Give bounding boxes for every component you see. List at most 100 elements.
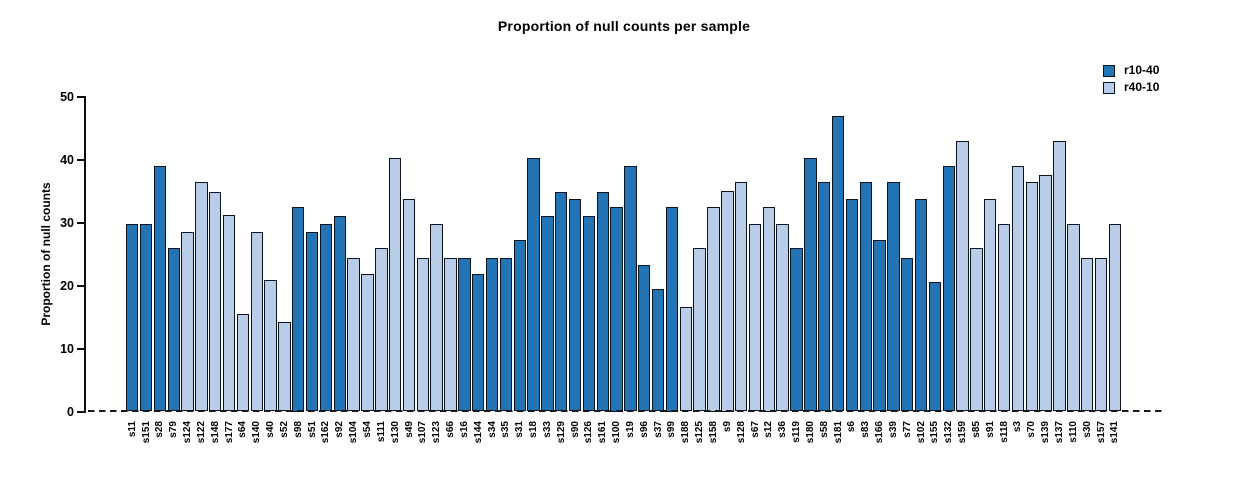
- x-axis-label: s91: [984, 421, 996, 438]
- x-axis-label: s102: [915, 421, 927, 444]
- x-axis-label: s67: [749, 421, 761, 438]
- x-axis-label: s110: [1067, 421, 1079, 443]
- bar: [278, 322, 291, 412]
- chart-title: Proportion of null counts per sample: [497, 18, 751, 34]
- bar: [499, 257, 513, 412]
- x-axis-label: s157: [1095, 421, 1107, 444]
- bar: [181, 231, 194, 412]
- bar: [638, 265, 651, 412]
- bar: [1080, 257, 1094, 412]
- x-axis-label: s77: [901, 421, 913, 438]
- x-axis-label: s180: [804, 421, 816, 444]
- bar: [997, 224, 1011, 412]
- bar: [914, 198, 928, 412]
- legend: r10-40 r40-10: [1103, 64, 1159, 98]
- x-axis-label: s31: [514, 421, 526, 438]
- bar: [582, 215, 596, 412]
- x-axis-label: s19: [624, 421, 636, 438]
- bar: [873, 240, 886, 412]
- x-axis-label: s34: [486, 421, 498, 438]
- bar: [859, 182, 872, 412]
- legend-label: r40-10: [1124, 80, 1160, 94]
- bar: [831, 116, 845, 412]
- bar: [236, 314, 250, 412]
- x-axis-label: s161: [597, 421, 609, 444]
- x-axis-label: s83: [860, 421, 872, 438]
- x-axis-label: s144: [472, 421, 484, 444]
- x-axis-label: s6: [846, 421, 858, 433]
- legend-swatch-icon: [1103, 64, 1115, 77]
- x-axis-label: s162: [320, 421, 332, 444]
- y-tick-mark: [77, 158, 85, 161]
- bar: [222, 214, 236, 412]
- bar: [679, 306, 692, 412]
- x-axis-label: s12: [763, 421, 775, 438]
- x-axis-label: s141: [1109, 421, 1121, 444]
- bar: [485, 257, 499, 412]
- y-tick-label: 40: [60, 152, 74, 167]
- bar: [1011, 166, 1025, 412]
- bar: [1025, 182, 1038, 412]
- x-axis-label: s125: [694, 421, 706, 444]
- x-axis-label: s140: [251, 421, 263, 444]
- bar: [555, 191, 568, 412]
- y-tick-mark: [77, 284, 85, 287]
- x-axis-label: s155: [929, 421, 941, 444]
- bar: [887, 182, 900, 412]
- bar: [970, 248, 983, 412]
- bar: [707, 206, 720, 412]
- bar: [444, 257, 457, 412]
- bar: [804, 158, 817, 412]
- bar: [762, 206, 776, 412]
- bar: [610, 206, 623, 412]
- x-axis-label: s3: [1012, 421, 1024, 433]
- x-axis-label: s37: [652, 421, 664, 438]
- bar: [651, 289, 665, 412]
- y-tick-mark: [77, 410, 85, 413]
- bar: [458, 257, 471, 412]
- x-axis-label: s35: [500, 421, 512, 438]
- y-tick-mark: [77, 95, 85, 98]
- x-axis-label: s122: [195, 421, 207, 444]
- x-axis-label: s96: [638, 421, 650, 438]
- x-axis-label: s28: [154, 421, 166, 438]
- bar: [209, 191, 222, 412]
- bar: [1053, 141, 1066, 412]
- x-axis-label: s33: [541, 421, 553, 438]
- x-axis-label: s130: [389, 421, 401, 444]
- bar: [984, 198, 997, 412]
- bar: [347, 257, 360, 412]
- y-tick-label: 10: [60, 341, 74, 356]
- bar: [472, 273, 485, 412]
- x-axis-label: s132: [943, 421, 955, 444]
- x-axis-label: s70: [1026, 421, 1038, 438]
- x-axis-label: s129: [555, 421, 567, 444]
- bar: [292, 206, 305, 412]
- bar: [665, 206, 679, 412]
- x-axis-label: s11: [126, 421, 138, 438]
- bar: [402, 198, 416, 412]
- x-axis-label: s36: [777, 421, 789, 438]
- bar: [596, 191, 609, 412]
- x-axis-label: s90: [569, 421, 581, 438]
- x-axis-label: s126: [583, 421, 595, 444]
- x-axis-label: s92: [334, 421, 346, 438]
- bar: [513, 240, 526, 412]
- x-axis-label: s124: [182, 421, 194, 444]
- bar: [541, 215, 554, 412]
- legend-label: r10-40: [1124, 63, 1160, 77]
- x-axis-label: s66: [445, 421, 457, 438]
- x-axis-label: s104: [348, 421, 360, 444]
- bar: [734, 182, 748, 412]
- bar: [956, 141, 969, 412]
- x-axis-label: s58: [818, 421, 830, 438]
- x-axis-label: s98: [292, 421, 304, 438]
- x-axis-label: s99: [666, 421, 678, 438]
- x-axis-label: s181: [832, 421, 844, 444]
- bar: [1094, 257, 1108, 412]
- y-tick-mark: [77, 221, 85, 224]
- bar: [126, 224, 139, 412]
- bar: [139, 224, 153, 412]
- y-tick-label: 0: [67, 404, 74, 419]
